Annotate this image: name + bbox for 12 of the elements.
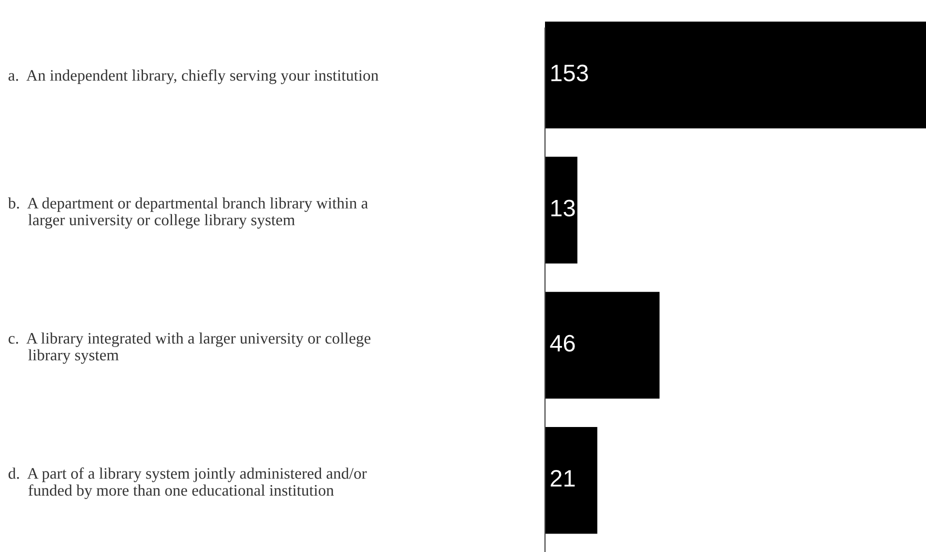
y-tick-label: b. A department or departmental branch library within a larger university or college library system: [8, 197, 368, 229]
y-tick-label: d. A part of a library system jointly administered and/or funded by more than one educational institution: [8, 467, 367, 500]
data-label: 13: [551, 200, 575, 216]
y-tick-label: c. A library integrated with a larger university or college library system: [8, 332, 370, 364]
bar: [545, 427, 598, 534]
bar: [545, 292, 660, 399]
data-label: 46: [550, 334, 575, 352]
bar: [545, 22, 926, 128]
data-label: 153: [551, 64, 588, 82]
data-label: 21: [550, 470, 575, 486]
y-tick-label: a. An independent library, chiefly serving your institution: [8, 69, 378, 84]
bar: [545, 156, 578, 264]
